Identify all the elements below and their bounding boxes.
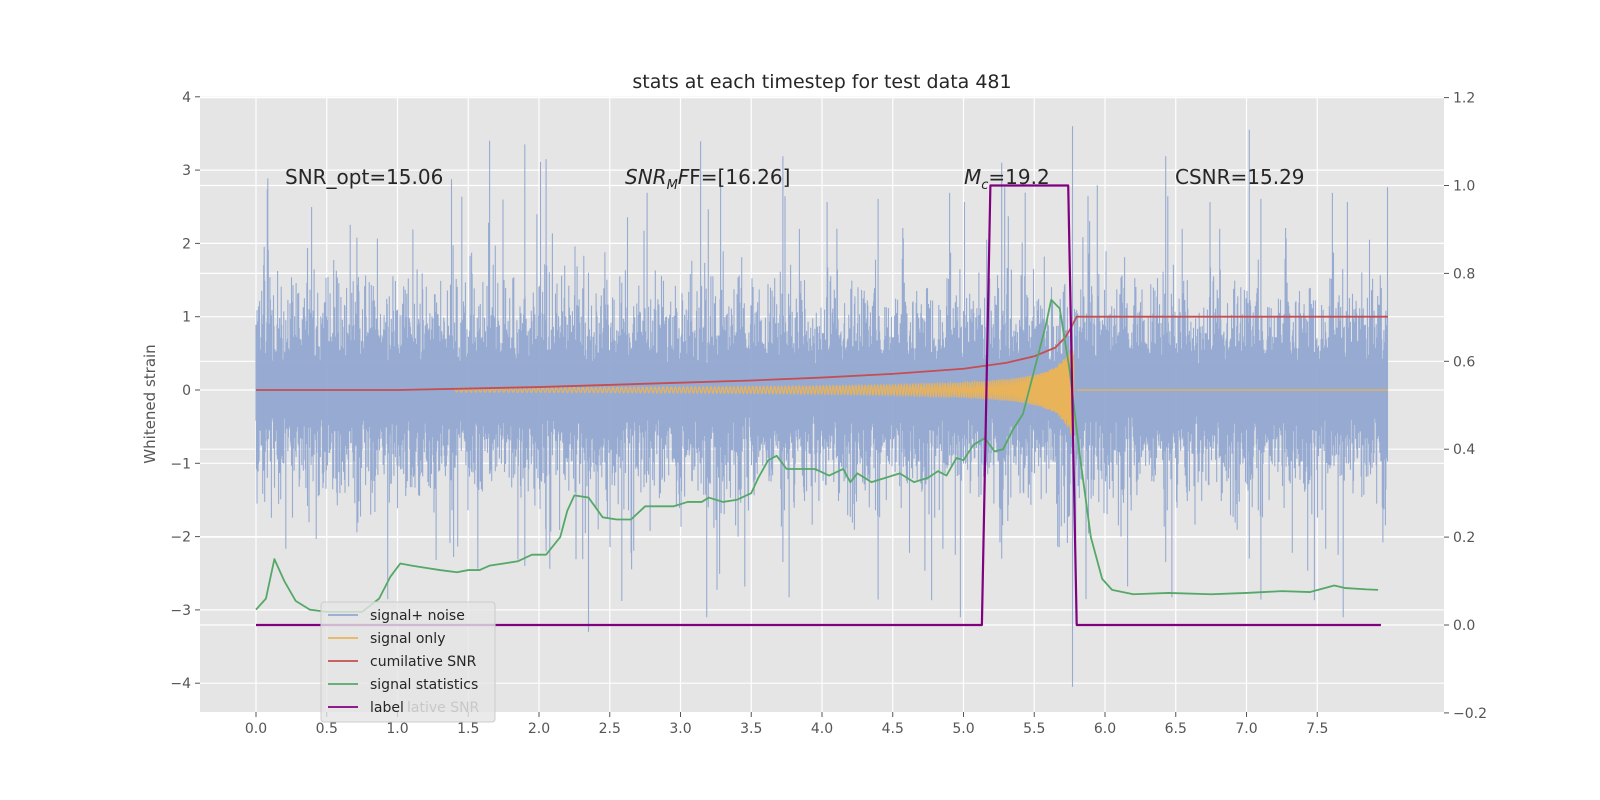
x-tick-label: 0.0 xyxy=(245,721,267,737)
y-tick-label: −2 xyxy=(170,530,191,546)
annotation-csnr: CSNR=15.29 xyxy=(1175,165,1305,189)
x-tick-label: 4.0 xyxy=(811,721,833,737)
y-tick-label: −1 xyxy=(170,456,191,472)
y-tick-label: 0 xyxy=(182,383,191,399)
annotation-mc-sub: c xyxy=(981,178,988,193)
legend-box xyxy=(320,601,496,723)
y-axis-right: 1.2 1.0 0.8 0.6 0.4 0.2 0.0 −0.2 xyxy=(1444,91,1487,722)
x-tick-label: 6.0 xyxy=(1094,721,1116,737)
y-tick-label: −4 xyxy=(170,676,191,692)
y2-tick-label: 0.6 xyxy=(1453,354,1475,370)
legend: lative SNR signal+ noise signal only cumil… xyxy=(320,601,496,723)
x-tick-label: 7.5 xyxy=(1306,721,1328,737)
annotation-mc-value: =19.2 xyxy=(988,165,1049,189)
y-tick-label: 1 xyxy=(182,310,191,326)
annotation-snr-mf: SNRMFF=[16.26] xyxy=(625,165,790,193)
y-tick-label: 4 xyxy=(182,90,191,106)
legend-label: cumilative SNR xyxy=(370,654,477,670)
annotation-snr-mf-value: F=[16.26] xyxy=(689,165,790,189)
legend-ghost-text: lative SNR xyxy=(407,700,480,716)
y-axis-label: Whitened strain xyxy=(141,344,159,463)
legend-label: signal only xyxy=(370,631,445,647)
y-axis-left: 4 3 2 1 0 −1 −2 −3 −4 xyxy=(170,90,200,692)
chart-title: stats at each timestep for test data 481 xyxy=(632,71,1011,93)
x-tick-label: 5.0 xyxy=(952,721,974,737)
y2-tick-label: 1.0 xyxy=(1453,179,1475,195)
y2-tick-label: 1.2 xyxy=(1453,91,1475,107)
series-label xyxy=(256,184,1381,627)
y2-tick-label: 0.4 xyxy=(1453,442,1475,458)
annotation-mc-base: M xyxy=(964,165,981,189)
annotation-mc: Mc=19.2 xyxy=(964,165,1050,193)
x-tick-label: 2.0 xyxy=(528,721,550,737)
annotation-snr-mf-f: F xyxy=(678,165,690,189)
x-axis: 0.0 0.5 1.0 1.5 2.0 2.5 3.0 3.5 4.0 4.5 5.0 5.5 6.0 6… xyxy=(245,712,1328,737)
y-tick-label: −3 xyxy=(170,603,191,619)
x-tick-label: 0.5 xyxy=(316,721,338,737)
x-tick-label: 1.5 xyxy=(457,721,479,737)
series-signal-only xyxy=(453,346,1388,437)
annotation-snr-mf-base: SNR xyxy=(625,165,667,189)
x-tick-label: 5.5 xyxy=(1023,721,1045,737)
x-tick-label: 7.0 xyxy=(1235,721,1257,737)
legend-label: label xyxy=(370,700,404,716)
x-tick-label: 1.0 xyxy=(386,721,408,737)
x-tick-label: 6.5 xyxy=(1165,721,1187,737)
y2-tick-label: 0.0 xyxy=(1453,618,1475,634)
x-tick-label: 2.5 xyxy=(599,721,621,737)
y2-tick-label: 0.2 xyxy=(1453,530,1475,546)
x-tick-label: 4.5 xyxy=(882,721,904,737)
annotation-snr-opt: SNR_opt=15.06 xyxy=(285,165,443,189)
legend-label: signal statistics xyxy=(370,677,478,693)
x-tick-label: 3.0 xyxy=(669,721,691,737)
y-tick-label: 3 xyxy=(182,163,191,179)
legend-label: signal+ noise xyxy=(370,608,465,624)
annotation-snr-mf-sub: M xyxy=(667,178,678,193)
x-tick-label: 3.5 xyxy=(740,721,762,737)
series-cumulative-snr xyxy=(256,315,1388,391)
y-tick-label: 2 xyxy=(182,236,191,252)
y2-tick-label: −0.2 xyxy=(1453,706,1487,722)
y2-tick-label: 0.8 xyxy=(1453,266,1475,282)
